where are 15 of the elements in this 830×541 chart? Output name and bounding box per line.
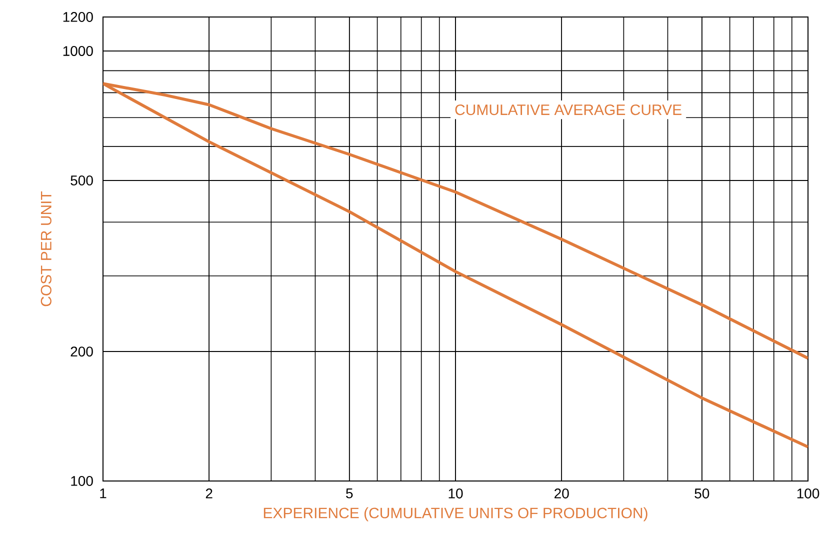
x-tick-label: 1 [100,488,106,498]
y-tick-label: 100 [71,476,93,486]
x-tick-label: 50 [694,488,710,498]
x-axis-title: EXPERIENCE (CUMULATIVE UNITS OF PRODUCTION) [264,507,648,522]
y-axis-title: COST PER UNIT [40,191,52,306]
x-tick-label: 2 [206,488,212,498]
x-tick-label: 100 [797,488,820,498]
annotation: CUMULATIVE AVERAGE CURVE [455,104,682,116]
y-tick-label: 500 [70,175,93,186]
x-tick-label: 10 [448,488,463,498]
y-tick-label: 1000 [63,46,93,56]
y-tick-label: 200 [70,346,93,357]
x-tick-label: 5 [346,488,353,498]
y-tick-label: 1200 [63,12,93,22]
x-tick-label: 20 [554,488,569,498]
